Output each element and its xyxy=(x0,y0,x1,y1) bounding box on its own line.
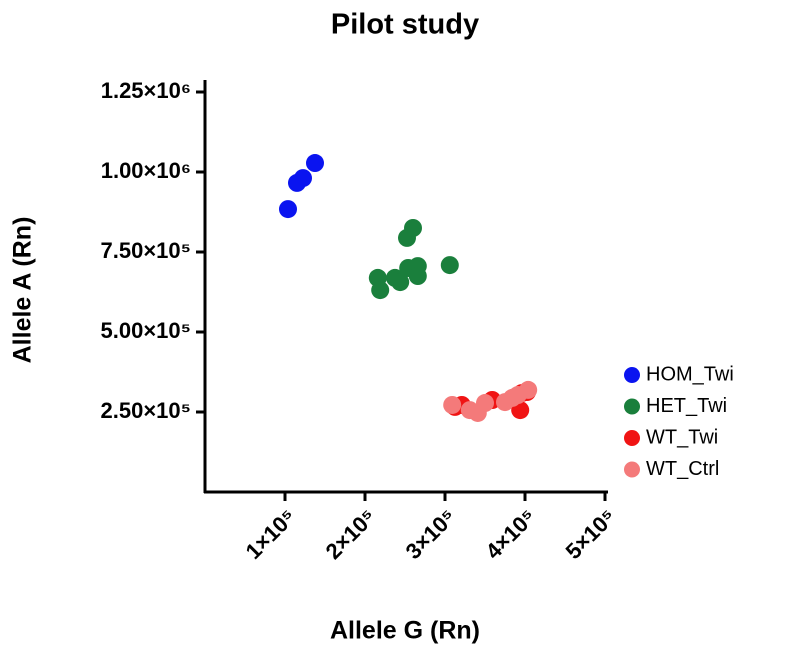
legend-label: WT_Ctrl xyxy=(646,458,719,480)
legend-marker xyxy=(624,367,640,383)
x-tick-label: 2×10⁵ xyxy=(321,504,381,564)
chart-title: Pilot study xyxy=(331,9,479,41)
y-tick-label: 5.00×10⁵ xyxy=(101,318,191,343)
point xyxy=(519,380,538,399)
point xyxy=(279,200,297,219)
point xyxy=(440,256,459,275)
legend-label: HET_Twi xyxy=(646,395,727,417)
legend-label: WT_Twi xyxy=(646,426,718,448)
point xyxy=(306,154,324,173)
y-tick-label: 7.50×10⁵ xyxy=(101,238,191,263)
point xyxy=(294,169,312,188)
y-tick-label: 2.50×10⁵ xyxy=(101,398,191,423)
point xyxy=(408,267,427,285)
y-tick-label: 1.00×10⁶ xyxy=(101,158,191,183)
x-tick-label: 1×10⁵ xyxy=(241,504,301,564)
x-tick-label: 4×10⁵ xyxy=(481,504,541,564)
point xyxy=(404,219,422,237)
point xyxy=(391,273,410,292)
legend-label: HOM_Twi xyxy=(646,363,734,385)
point xyxy=(476,394,494,413)
point xyxy=(371,281,390,300)
x-tick-label: 5×10⁵ xyxy=(561,504,621,564)
legend-marker xyxy=(624,461,640,478)
x-axis-title: Allele G (Rn) xyxy=(330,617,480,645)
point xyxy=(443,395,462,414)
legend-marker xyxy=(624,430,640,446)
legend-marker xyxy=(624,398,640,415)
y-axis-title: Allele A (Rn) xyxy=(9,217,37,364)
x-tick-label: 3×10⁵ xyxy=(401,504,461,564)
y-tick-label: 1.25×10⁶ xyxy=(101,78,191,103)
